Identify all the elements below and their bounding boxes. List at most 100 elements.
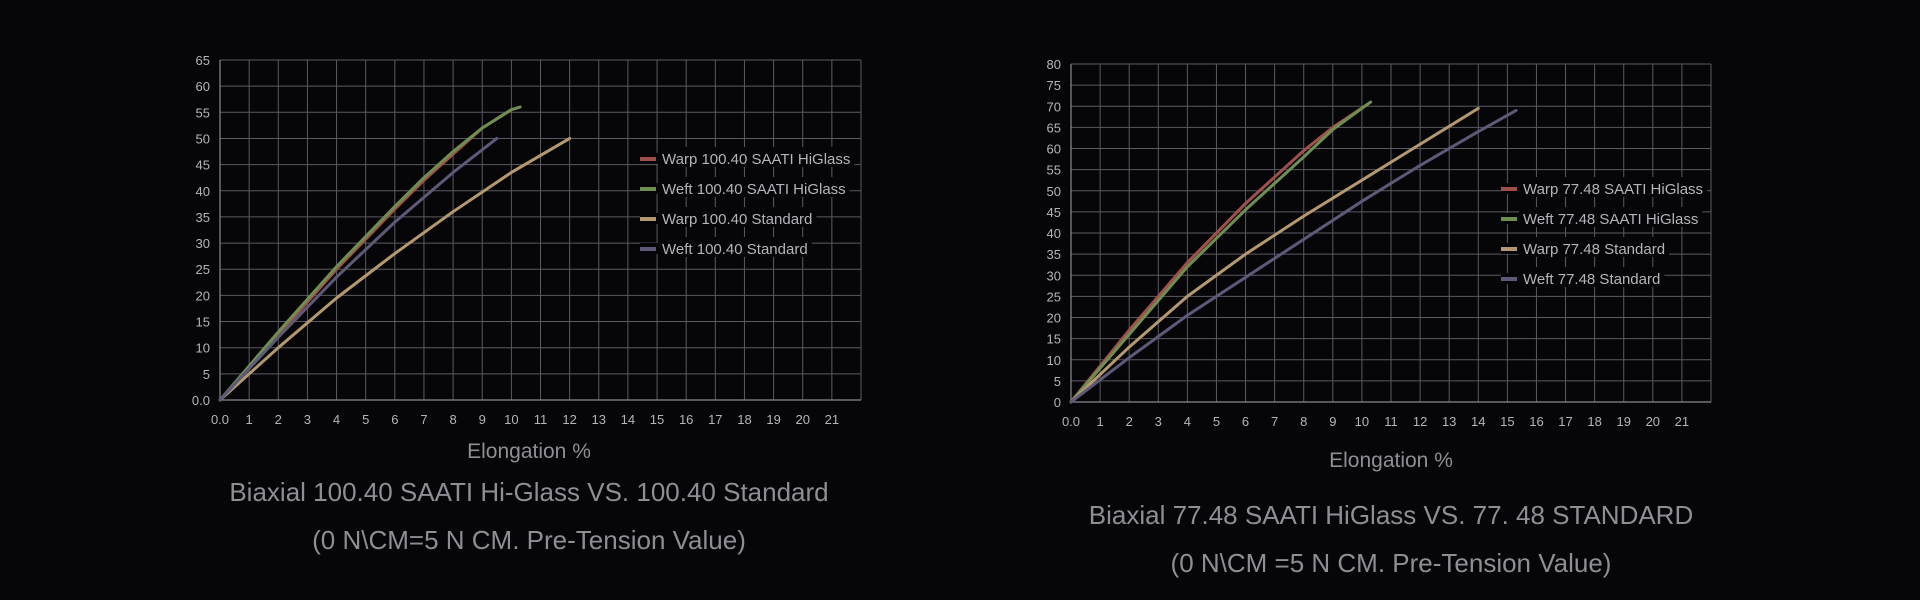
x-tick-label: 17	[1558, 414, 1572, 429]
legend-text-background	[1519, 237, 1670, 257]
x-tick-label: 20	[1646, 414, 1660, 429]
legend-text-background	[1519, 177, 1708, 197]
x-tick-label: 12	[1413, 414, 1427, 429]
chart-caption-line-1: Biaxial 100.40 SAATI Hi-Glass VS. 100.40…	[229, 477, 828, 507]
grid	[1070, 63, 1712, 403]
series-line-2	[218, 105, 522, 402]
y-tick-label: 5	[1054, 374, 1061, 389]
y-tick-label: 45	[1047, 205, 1061, 220]
x-tick-label: 9	[479, 412, 486, 427]
y-tick-label: 45	[196, 158, 210, 173]
y-tick-label: 20	[196, 288, 210, 303]
x-tick-label: 19	[766, 412, 780, 427]
x-tick-label: 14	[1471, 414, 1485, 429]
series-line-2	[1069, 100, 1373, 404]
y-tick-label: 15	[196, 315, 210, 330]
x-tick-label: 14	[621, 412, 635, 427]
x-tick-label: 3	[1155, 414, 1162, 429]
y-tick-label: 40	[1047, 226, 1061, 241]
y-tick-label: 25	[196, 262, 210, 277]
legend-label: Weft 77.48 SAATI HiGlass	[1523, 211, 1698, 228]
y-tick-label: 15	[1047, 332, 1061, 347]
chart-caption-line-2: (0 N\CM=5 N CM. Pre-Tension Value)	[312, 525, 746, 555]
x-tick-label: 2	[275, 412, 282, 427]
legend-label: Weft 100.40 SAATI HiGlass	[662, 181, 846, 198]
x-axis-title: Elongation %	[1329, 449, 1453, 472]
x-tick-label: 6	[391, 412, 398, 427]
grid	[219, 59, 862, 401]
y-tick-label: 35	[1047, 247, 1061, 262]
x-tick-label: 1	[246, 412, 253, 427]
y-tick-label: 50	[1047, 184, 1061, 199]
legend-label: Weft 77.48 Standard	[1523, 271, 1660, 288]
x-tick-label: 10	[1355, 414, 1369, 429]
x-tick-label: 5	[1213, 414, 1220, 429]
x-tick-label: 16	[679, 412, 693, 427]
x-tick-label: 3	[304, 412, 311, 427]
y-tick-label: 70	[1047, 99, 1061, 114]
x-tick-label: 4	[333, 412, 340, 427]
x-tick-label: 19	[1616, 414, 1630, 429]
x-tick-label: 21	[825, 412, 839, 427]
y-tick-label: 40	[196, 184, 210, 199]
x-tick-label: 17	[708, 412, 722, 427]
legend-label: Warp 100.40 Standard	[662, 211, 812, 228]
x-tick-label: 7	[1271, 414, 1278, 429]
y-tick-label: 60	[1047, 142, 1061, 157]
y-tick-label: 80	[1047, 57, 1061, 72]
x-tick-label: 2	[1126, 414, 1133, 429]
y-tick-label: 0	[1054, 395, 1061, 410]
chart-caption-line-1: Biaxial 77.48 SAATI HiGlass VS. 77. 48 S…	[1089, 500, 1694, 530]
legend-text-background	[658, 207, 817, 227]
y-tick-label: 35	[196, 210, 210, 225]
series-line-1	[1069, 102, 1370, 404]
x-tick-label: 15	[1500, 414, 1514, 429]
x-tick-label: 0.0	[211, 412, 229, 427]
x-tick-label: 0.0	[1062, 414, 1080, 429]
legend: Warp 100.40 SAATI HiGlass Weft 100.40 SAA…	[640, 147, 855, 258]
x-tick-label: 12	[562, 412, 576, 427]
y-tick-label: 65	[1047, 120, 1061, 135]
x-tick-label: 5	[362, 412, 369, 427]
y-tick-label: 65	[196, 53, 210, 68]
series-line-3	[218, 136, 572, 402]
y-tick-label: 10	[196, 341, 210, 356]
series-line-3	[1069, 106, 1480, 404]
y-tick-label: 20	[1047, 311, 1061, 326]
y-tick-label: 0.0	[192, 393, 210, 408]
y-tick-label: 75	[1047, 78, 1061, 93]
legend-text-background	[1519, 207, 1703, 227]
x-tick-label: 10	[504, 412, 518, 427]
x-tick-label: 11	[1384, 414, 1398, 429]
legend-label: Warp 77.48 SAATI HiGlass	[1523, 181, 1703, 198]
legend-label: Warp 100.40 SAATI HiGlass	[662, 151, 850, 168]
x-axis-title: Elongation %	[467, 440, 591, 463]
x-tick-label: 18	[737, 412, 751, 427]
y-tick-label: 55	[1047, 163, 1061, 178]
x-tick-label: 1	[1096, 414, 1103, 429]
series-line-4	[1069, 108, 1518, 404]
y-tick-label: 30	[196, 236, 210, 251]
legend: Warp 77.48 SAATI HiGlass Weft 77.48 SAATI…	[1501, 177, 1708, 288]
chart-2: 0.0 1 2 3 4 5 6 7 8 9 10 11 12 13 14 15 16 17 18 19 20 210510…	[1047, 57, 1712, 578]
x-tick-label: 20	[795, 412, 809, 427]
legend-label: Weft 100.40 Standard	[662, 241, 808, 258]
y-tick-label: 10	[1047, 353, 1061, 368]
legend-text-background	[658, 237, 812, 257]
x-tick-label: 4	[1184, 414, 1191, 429]
x-tick-label: 7	[420, 412, 427, 427]
legend-text-background	[658, 147, 855, 167]
x-tick-label: 13	[592, 412, 606, 427]
series-line-4	[218, 136, 499, 402]
x-tick-label: 8	[449, 412, 456, 427]
x-tick-label: 13	[1442, 414, 1456, 429]
y-tick-label: 30	[1047, 268, 1061, 283]
chart-1: 0.0 1 2 3 4 5 6 7 8 9 10 11 12 13 14 15 16 17 18 19 20 210.05…	[192, 53, 862, 555]
x-tick-label: 15	[650, 412, 664, 427]
x-tick-label: 16	[1529, 414, 1543, 429]
x-tick-label: 11	[534, 412, 548, 427]
x-tick-label: 6	[1242, 414, 1249, 429]
legend-label: Warp 77.48 Standard	[1523, 241, 1665, 258]
